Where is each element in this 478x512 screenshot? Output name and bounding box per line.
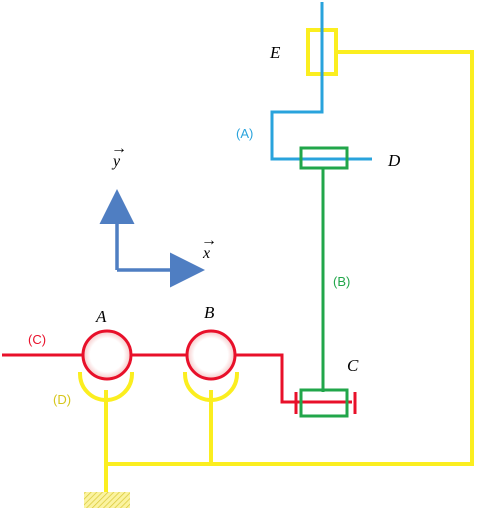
frame-outer-loop xyxy=(104,50,474,466)
y-axis-arrow-glyph: → xyxy=(111,140,127,157)
body-c-red-shaft xyxy=(2,329,357,414)
point-label-e: E xyxy=(269,43,281,62)
body-label-c: (C) xyxy=(28,332,46,347)
joint-b-circle xyxy=(185,329,237,381)
body-label-b: (B) xyxy=(333,274,350,289)
body-label-a: (A) xyxy=(236,126,253,141)
slider-d xyxy=(299,146,349,170)
body-label-d: (D) xyxy=(53,392,71,407)
x-axis-label: x xyxy=(202,245,210,262)
point-label-d: D xyxy=(387,151,401,170)
coordinate-axes: → x → y xyxy=(99,140,217,288)
y-axis-label: y xyxy=(111,153,121,170)
red-shaft-right xyxy=(236,353,352,404)
point-label-b: B xyxy=(204,303,215,322)
slider-c-overlay xyxy=(299,388,349,418)
x-axis-arrow-glyph: → xyxy=(201,232,217,249)
point-label-a: A xyxy=(95,307,107,326)
point-label-c: C xyxy=(347,356,359,375)
bearing-b-cup xyxy=(182,371,240,402)
ground-hatch xyxy=(84,492,130,508)
joint-a-circle xyxy=(81,329,133,381)
body-d-frame xyxy=(77,50,474,494)
bearing-a-cup xyxy=(77,371,135,402)
